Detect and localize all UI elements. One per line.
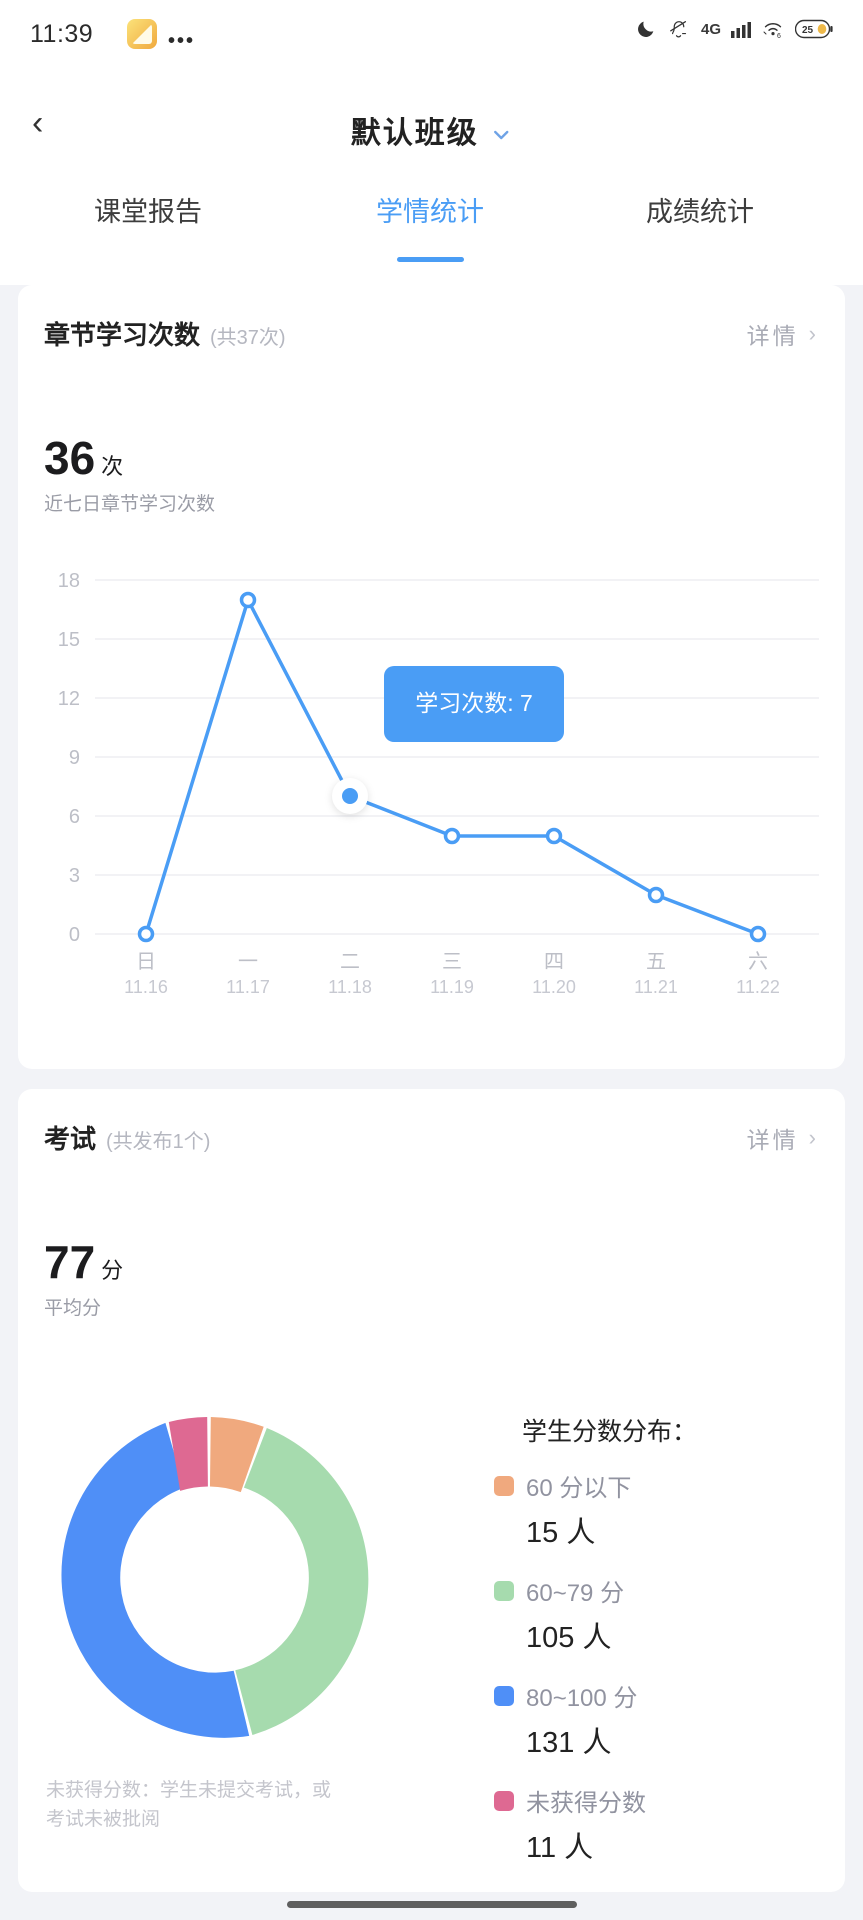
svg-text:日: 日	[136, 951, 156, 973]
svg-text:25: 25	[802, 25, 814, 36]
svg-text:11.21: 11.21	[634, 977, 678, 997]
svg-text:9: 9	[69, 747, 80, 769]
svg-text:三: 三	[442, 951, 462, 973]
svg-text:11.22: 11.22	[736, 977, 780, 997]
svg-text:二: 二	[340, 951, 360, 973]
svg-text:6: 6	[69, 806, 80, 828]
svg-text:11.17: 11.17	[226, 977, 270, 997]
svg-text:六: 六	[748, 950, 768, 973]
svg-text:五: 五	[646, 951, 666, 973]
svg-text:四: 四	[544, 951, 564, 973]
svg-text:6: 6	[777, 33, 781, 39]
svg-text:0: 0	[69, 924, 80, 946]
svg-text:18: 18	[58, 570, 80, 592]
svg-text:3: 3	[69, 865, 80, 887]
svg-text:学习次数: 7: 学习次数: 7	[415, 690, 533, 716]
svg-text:11.18: 11.18	[328, 977, 372, 997]
svg-text:11.16: 11.16	[124, 977, 168, 997]
svg-text:12: 12	[58, 688, 80, 710]
svg-text:一: 一	[238, 951, 258, 973]
svg-text:15: 15	[58, 629, 80, 651]
svg-text:11.20: 11.20	[532, 977, 576, 997]
svg-text:11.19: 11.19	[430, 977, 474, 997]
